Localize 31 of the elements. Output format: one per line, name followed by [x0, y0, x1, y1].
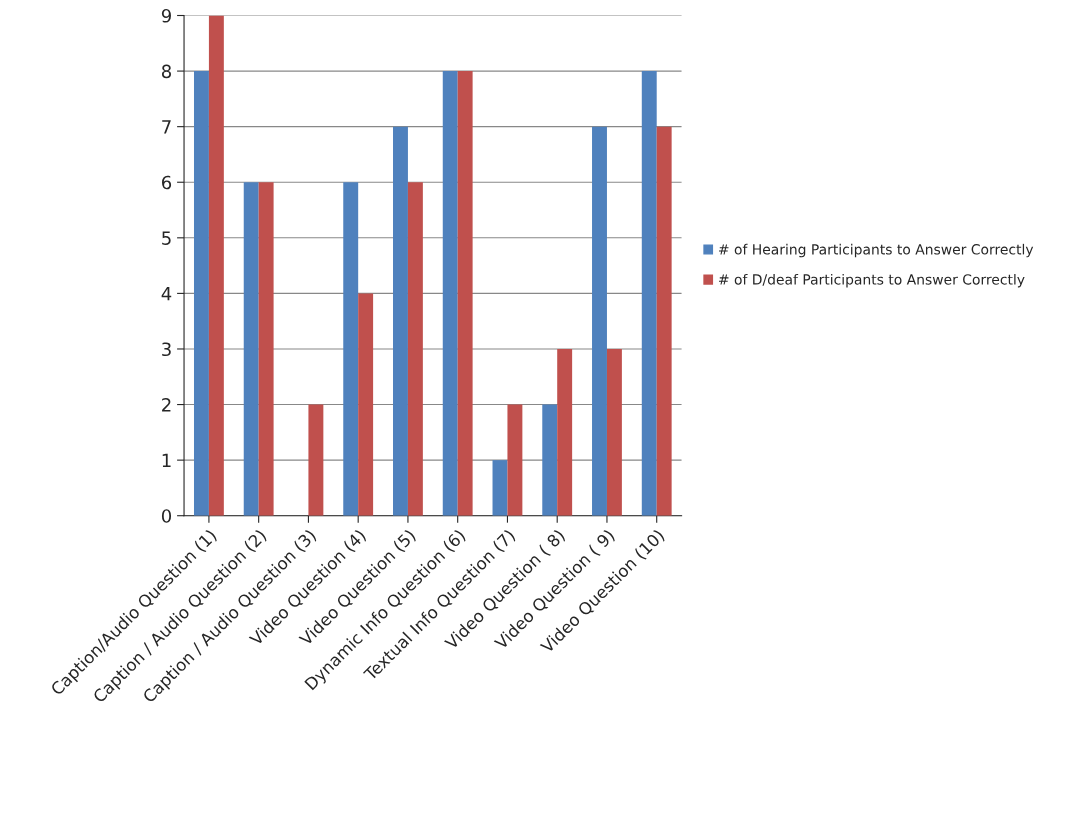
y-tick-label: 1	[162, 453, 171, 467]
bar	[542, 404, 558, 516]
bar	[606, 348, 622, 516]
bar	[393, 126, 408, 516]
bar	[243, 182, 259, 516]
bar	[308, 404, 324, 516]
legend-label: # of D/deaf Participants to Answer Correctly	[719, 273, 1025, 288]
bar	[258, 182, 274, 516]
bar	[343, 182, 359, 516]
y-tick-label: 7	[162, 120, 171, 134]
y-tick-label: 5	[162, 231, 171, 245]
legend-label: # of Hearing Participants to Answer Correctly	[719, 243, 1034, 258]
bar	[656, 126, 672, 516]
y-tick-label: 2	[162, 398, 171, 412]
bar	[442, 71, 458, 516]
bar	[457, 71, 473, 516]
y-tick-label: 0	[161, 509, 172, 523]
y-tick-label: 9	[161, 8, 171, 23]
bar	[507, 404, 523, 516]
bar	[358, 293, 374, 516]
y-tick-label: 4	[161, 287, 172, 301]
bar	[208, 15, 224, 516]
bar	[407, 182, 423, 516]
y-tick-label: 3	[162, 342, 171, 357]
bar	[557, 348, 573, 516]
y-tick-label: 6	[162, 175, 172, 190]
bar	[193, 71, 209, 516]
bar	[592, 126, 607, 516]
bar	[641, 71, 657, 516]
y-tick-label: 8	[161, 64, 171, 79]
bar	[492, 460, 508, 516]
